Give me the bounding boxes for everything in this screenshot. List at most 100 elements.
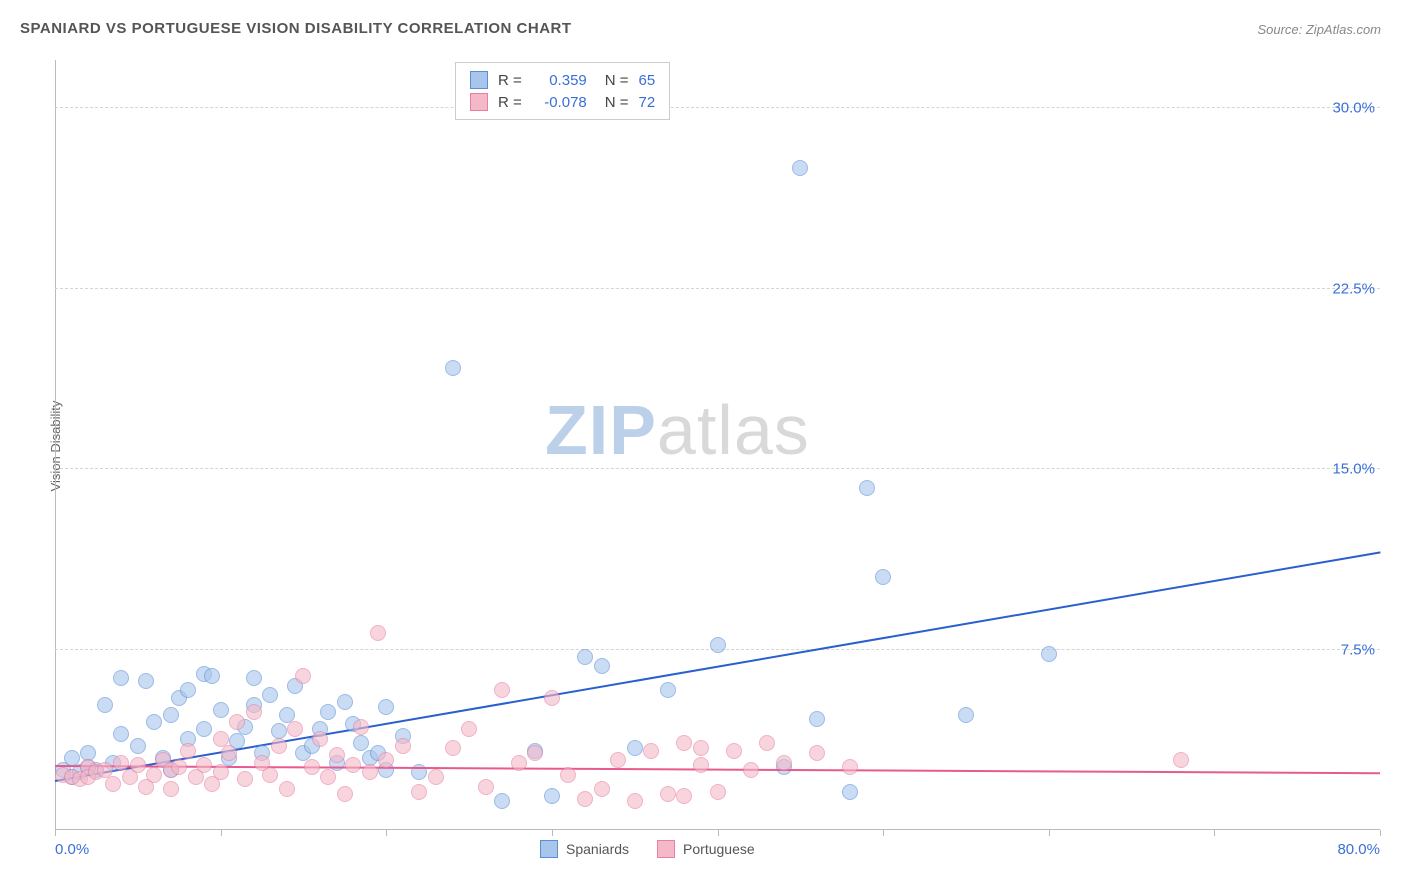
data-point — [353, 719, 369, 735]
data-point — [146, 767, 162, 783]
data-point — [726, 743, 742, 759]
n-value: 72 — [639, 94, 656, 111]
data-point — [395, 738, 411, 754]
data-point — [130, 757, 146, 773]
data-point — [163, 781, 179, 797]
x-tick — [221, 830, 222, 836]
data-point — [594, 781, 610, 797]
legend-swatch — [657, 840, 675, 858]
data-point — [544, 788, 560, 804]
data-point — [445, 360, 461, 376]
data-point — [461, 721, 477, 737]
x-tick — [1214, 830, 1215, 836]
data-point — [594, 658, 610, 674]
data-point — [544, 690, 560, 706]
y-axis-line — [55, 60, 56, 830]
data-point — [1041, 646, 1057, 662]
data-point — [213, 731, 229, 747]
legend-label: Spaniards — [566, 841, 629, 857]
data-point — [676, 735, 692, 751]
series-swatch — [470, 71, 488, 89]
data-point — [64, 750, 80, 766]
x-tick — [386, 830, 387, 836]
data-point — [660, 682, 676, 698]
data-point — [445, 740, 461, 756]
data-point — [287, 721, 303, 737]
data-point — [97, 697, 113, 713]
data-point — [527, 745, 543, 761]
stats-row: R =0.359N =65 — [470, 69, 655, 91]
x-tick — [55, 830, 56, 836]
data-point — [138, 673, 154, 689]
legend-item: Portuguese — [657, 840, 755, 858]
data-point — [229, 714, 245, 730]
data-point — [428, 769, 444, 785]
data-point — [494, 793, 510, 809]
grid-line — [55, 107, 1380, 108]
data-point — [370, 625, 386, 641]
data-point — [378, 699, 394, 715]
data-point — [329, 747, 345, 763]
grid-line — [55, 288, 1380, 289]
data-point — [743, 762, 759, 778]
r-label: R = — [498, 94, 522, 111]
data-point — [776, 755, 792, 771]
data-point — [337, 694, 353, 710]
data-point — [676, 788, 692, 804]
y-tick-label: 7.5% — [1341, 641, 1375, 658]
data-point — [279, 781, 295, 797]
x-tick — [552, 830, 553, 836]
data-point — [660, 786, 676, 802]
data-point — [105, 776, 121, 792]
data-point — [792, 160, 808, 176]
legend-item: Spaniards — [540, 840, 629, 858]
data-point — [842, 784, 858, 800]
data-point — [693, 757, 709, 773]
data-point — [204, 668, 220, 684]
watermark-atlas: atlas — [657, 391, 810, 469]
data-point — [577, 649, 593, 665]
source-attribution: Source: ZipAtlas.com — [1257, 22, 1381, 37]
data-point — [221, 745, 237, 761]
chart-title: SPANIARD VS PORTUGUESE VISION DISABILITY… — [20, 20, 572, 37]
x-tick — [883, 830, 884, 836]
data-point — [378, 752, 394, 768]
y-tick-label: 15.0% — [1332, 461, 1375, 478]
y-tick-label: 30.0% — [1332, 100, 1375, 117]
data-point — [759, 735, 775, 751]
trend-line — [55, 551, 1380, 782]
data-point — [295, 668, 311, 684]
data-point — [478, 779, 494, 795]
data-point — [196, 721, 212, 737]
watermark: ZIPatlas — [545, 390, 810, 470]
data-point — [180, 682, 196, 698]
data-point — [146, 714, 162, 730]
data-point — [809, 711, 825, 727]
data-point — [113, 755, 129, 771]
data-point — [859, 480, 875, 496]
data-point — [411, 784, 427, 800]
data-point — [97, 762, 113, 778]
grid-line — [55, 468, 1380, 469]
data-point — [610, 752, 626, 768]
legend-label: Portuguese — [683, 841, 755, 857]
data-point — [262, 687, 278, 703]
data-point — [353, 735, 369, 751]
r-label: R = — [498, 72, 522, 89]
data-point — [279, 707, 295, 723]
data-point — [213, 702, 229, 718]
x-tick — [1380, 830, 1381, 836]
x-tick — [1049, 830, 1050, 836]
data-point — [710, 784, 726, 800]
data-point — [312, 731, 328, 747]
data-point — [627, 793, 643, 809]
data-point — [337, 786, 353, 802]
data-point — [511, 755, 527, 771]
data-point — [875, 569, 891, 585]
data-point — [1173, 752, 1189, 768]
data-point — [627, 740, 643, 756]
data-point — [237, 771, 253, 787]
data-point — [958, 707, 974, 723]
y-tick-label: 22.5% — [1332, 280, 1375, 297]
data-point — [271, 738, 287, 754]
